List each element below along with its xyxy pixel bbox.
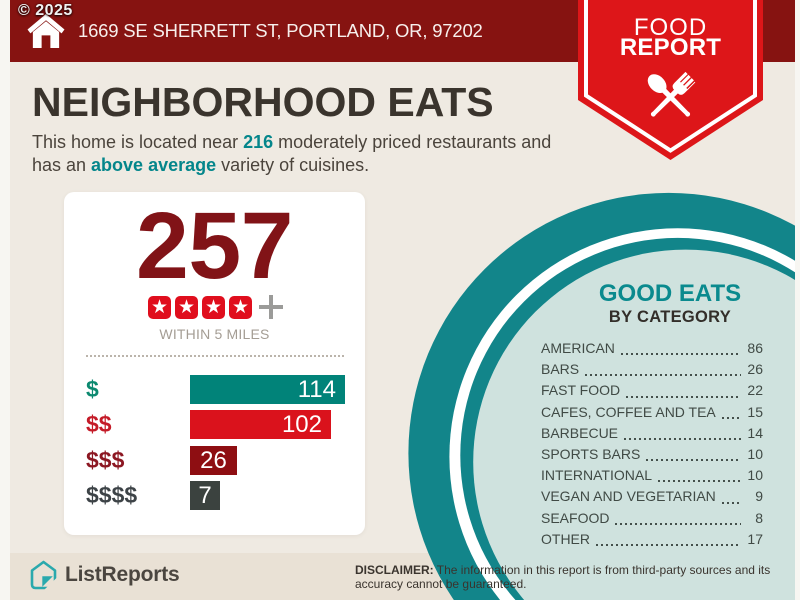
home-body	[32, 21, 60, 49]
intro-text: variety of cuisines.	[216, 155, 370, 175]
home-icon	[27, 13, 65, 49]
spoon-fork-crossed-icon	[647, 71, 696, 117]
home-roof	[27, 13, 65, 34]
category-list: AMERICAN 86 BARS 26 FAST FOOD 22 CAFES, COFFEE…	[541, 338, 763, 550]
property-address: 1669 SE SHERRETT ST, PORTLAND, OR, 97202	[78, 20, 483, 41]
category-value: 22	[747, 382, 763, 399]
category-row: BARBECUE 14	[541, 423, 763, 444]
category-label: BARBECUE	[541, 424, 619, 441]
copyright-watermark: © 2025	[18, 2, 73, 19]
star-rating: ★ ★ ★ ★	[64, 295, 365, 319]
radius-label: WITHIN 5 MILES	[159, 326, 270, 342]
dotted-leader	[657, 480, 741, 483]
category-value: 10	[747, 467, 763, 484]
price-tier-label: $	[86, 376, 99, 402]
category-value: 17	[747, 530, 763, 547]
restaurant-summary-card: 257 ★ ★ ★ ★ WITHIN 5 MILES $114 $$ 102 $$$ 26 $$…	[64, 192, 365, 535]
dotted-leader	[721, 501, 741, 504]
category-label: SPORTS BARS	[541, 445, 641, 462]
page-title: NEIGHBORHOOD EATS	[32, 79, 494, 125]
star-icon: ★	[229, 295, 252, 319]
intro-text: has an	[32, 155, 92, 175]
category-label: AMERICAN	[541, 340, 615, 356]
dotted-leader	[615, 522, 741, 525]
category-row: FAST FOOD 22	[541, 380, 763, 401]
dotted-leader	[646, 459, 741, 462]
star-icon: ★	[175, 295, 198, 319]
price-bar: 114	[190, 375, 345, 404]
dotted-leader	[620, 353, 741, 356]
category-row: CAFES, COFFEE AND TEA 15	[541, 402, 763, 423]
dotted-leader	[596, 543, 741, 546]
price-bar-row: $114	[64, 375, 365, 404]
intro-paragraph: This home is located near 216 moderately…	[32, 131, 551, 177]
price-bar-value: 102	[281, 411, 322, 439]
category-value: 15	[747, 403, 763, 420]
category-value: 10	[747, 445, 763, 462]
ribbon-food-label: FOOD	[633, 14, 708, 41]
price-bar: 102	[190, 410, 331, 440]
dotted-leader	[721, 416, 741, 419]
total-restaurants-count: 257	[135, 193, 294, 299]
food-report-ribbon	[578, 0, 763, 160]
plus-icon	[259, 295, 283, 319]
listreports-house-icon	[30, 560, 57, 590]
dotted-leader	[626, 395, 741, 398]
disclaimer-label: DISCLAIMER:	[355, 563, 434, 577]
category-value: 9	[755, 488, 763, 505]
intro-text: moderately priced restaurants and	[273, 132, 552, 152]
category-label: CAFES, COFFEE AND TEA	[541, 403, 716, 420]
category-label: VEGAN AND VEGETARIAN	[541, 488, 716, 505]
price-bar: 26	[190, 445, 237, 475]
ribbon-text: FOOD REPORT	[578, 0, 763, 60]
listreports-brand: ListReports	[30, 559, 180, 591]
good-eats-subtitle: BY CATEGORY	[608, 308, 732, 326]
price-bar-row: $$$$ 7	[64, 480, 365, 510]
price-tier-label: $$$	[86, 446, 125, 473]
category-row: AMERICAN 86	[541, 338, 763, 359]
ribbon-report-label: REPORT	[619, 34, 722, 61]
category-row: SPORTS BARS 10	[541, 444, 763, 465]
price-bar-value: 114	[297, 376, 336, 403]
restaurant-count: 216	[243, 132, 274, 152]
price-bar-value: 7	[198, 481, 212, 509]
category-row: SEAFOOD 8	[541, 508, 763, 529]
category-label: BARS	[541, 361, 580, 378]
category-row: OTHER 17	[541, 529, 763, 550]
star-icon: ★	[148, 295, 171, 319]
price-bar: 7	[190, 480, 220, 510]
disclaimer-body: The information in this report is from t…	[355, 563, 771, 591]
price-tier-label: $$$$	[86, 481, 138, 508]
category-value: 8	[755, 509, 763, 526]
category-label: OTHER	[541, 530, 590, 547]
dotted-leader	[585, 374, 741, 377]
light-teal-disc	[473, 249, 795, 600]
category-row: VEGAN AND VEGETARIAN 9	[541, 486, 763, 507]
ribbon-inner-border	[584, 0, 757, 153]
star-icon: ★	[202, 295, 225, 319]
dashed-divider	[86, 355, 344, 357]
price-bar-row: $$ 102	[64, 410, 365, 440]
category-row: INTERNATIONAL 10	[541, 465, 763, 486]
dotted-leader	[624, 437, 741, 440]
category-label: SEAFOOD	[541, 509, 610, 526]
category-label: FAST FOOD	[541, 382, 621, 399]
good-eats-panel: GOOD EATS BY CATEGORY AMERICAN 86 BARS 26 FA…	[541, 282, 763, 550]
food-report-poster: 1669 SE SHERRETT ST, PORTLAND, OR, 97202…	[10, 0, 795, 600]
variety-highlight: above average	[91, 155, 217, 175]
price-bar-row: $$$ 26	[64, 445, 365, 475]
price-tier-label: $$	[86, 411, 112, 438]
intro-text: This home is located near	[32, 132, 244, 152]
category-row: BARS 26	[541, 359, 763, 380]
listreports-wordmark: ListReports	[65, 563, 180, 586]
category-value: 14	[747, 424, 763, 441]
price-bar-value: 26	[200, 446, 227, 474]
good-eats-title: GOOD EATS	[598, 280, 742, 307]
category-value: 26	[747, 361, 763, 378]
category-label: INTERNATIONAL	[541, 467, 652, 484]
disclaimer-text: DISCLAIMER: The information in this repo…	[355, 563, 775, 591]
good-eats-circle-graphic	[408, 192, 795, 600]
category-value: 86	[747, 340, 763, 356]
